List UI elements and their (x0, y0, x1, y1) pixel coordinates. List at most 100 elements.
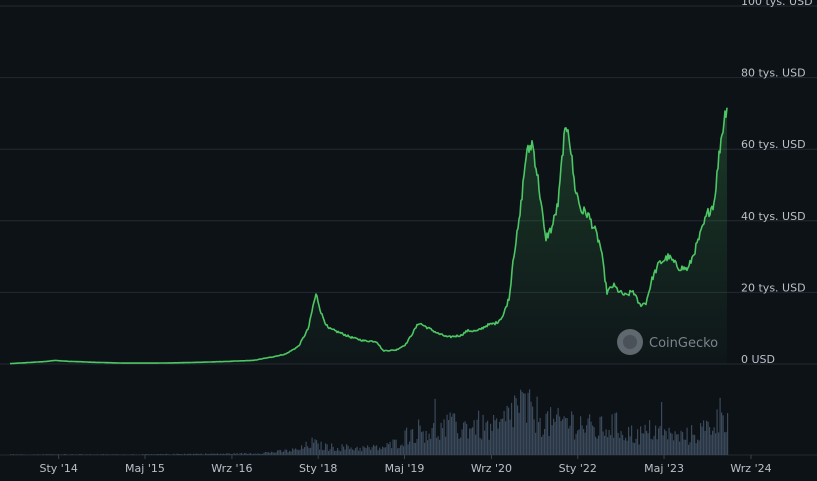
volume-bar (676, 434, 678, 455)
volume-bar (530, 401, 532, 455)
volume-bar (74, 454, 76, 455)
volume-bar (353, 450, 355, 455)
volume-bar (625, 437, 627, 455)
volume-bar (619, 437, 621, 455)
volume-bar (520, 389, 522, 455)
volume-bar (403, 446, 405, 455)
volume-bar (176, 453, 178, 455)
volume-bar (266, 452, 268, 455)
volume-bar (289, 450, 291, 455)
coingecko-logo-inner (623, 335, 637, 349)
watermark: CoinGecko (617, 329, 718, 355)
volume-bar (409, 441, 411, 455)
volume-bar (89, 454, 91, 455)
volume-bar (695, 443, 697, 455)
volume-bar (334, 450, 336, 455)
volume-bar (418, 419, 420, 455)
volume-bar (574, 439, 576, 455)
volume-bar (533, 419, 535, 455)
volume-bar (196, 453, 198, 455)
volume-bar (335, 450, 337, 455)
volume-bar (244, 452, 246, 455)
volume-bar (457, 433, 459, 455)
volume-bar (487, 420, 489, 455)
volume-bar (329, 449, 331, 455)
volume-bar (47, 454, 49, 455)
volume-bar (317, 443, 319, 455)
volume-bar (308, 448, 310, 455)
volume-bar (214, 453, 216, 455)
volume-bar (305, 441, 307, 455)
volume-bar (124, 454, 126, 455)
volume-bar (722, 415, 724, 455)
watermark-text: CoinGecko (649, 336, 718, 351)
volume-bar (560, 421, 562, 455)
volume-bar (400, 445, 402, 455)
volume-bar (43, 454, 45, 455)
volume-bar (587, 418, 589, 455)
volume-bar (167, 454, 169, 455)
volume-bar (562, 419, 564, 455)
volume-bar (605, 429, 607, 455)
volume-bar (455, 421, 457, 455)
volume-bar (452, 413, 454, 455)
volume-bar (413, 442, 415, 455)
volume-bar (16, 454, 18, 455)
volume-bar (614, 413, 616, 455)
volume-bar (686, 427, 688, 455)
volume-bar (263, 452, 265, 455)
volume-bar (23, 454, 25, 455)
volume-bar (205, 453, 207, 455)
volume-bar (388, 444, 390, 455)
volume-bar (643, 433, 645, 455)
volume-bar (250, 453, 252, 455)
volume-bar (112, 454, 114, 455)
volume-bar (503, 410, 505, 455)
volume-bar (535, 432, 537, 455)
volume-bar (565, 418, 567, 455)
volume-bar (382, 446, 384, 455)
volume-bar (287, 452, 289, 455)
volume-bar (166, 453, 168, 455)
x-tick-label: Sty '18 (299, 462, 337, 475)
volume-bar (251, 454, 253, 455)
volume-bar (257, 453, 259, 455)
volume-bar (217, 453, 219, 455)
volume-bar (524, 393, 526, 455)
volume-bar (389, 441, 391, 455)
volume-bar (415, 443, 417, 455)
volume-bar (592, 425, 594, 455)
volume-bar (169, 454, 171, 455)
volume-bar (662, 435, 664, 455)
volume-bar (425, 431, 427, 455)
volume-bar (563, 416, 565, 455)
volume-bar (472, 427, 474, 455)
volume-bar (638, 444, 640, 455)
volume-bar (445, 436, 447, 455)
volume-bar (344, 449, 346, 455)
volume-bar (145, 454, 147, 455)
volume-bar (340, 451, 342, 455)
volume-bar (482, 414, 484, 455)
volume-bar (491, 430, 493, 455)
volume-bar (700, 423, 702, 455)
volume-bar (473, 420, 475, 455)
volume-bar (532, 406, 534, 455)
x-tick-label: Maj '23 (644, 462, 684, 475)
volume-bar (367, 445, 369, 455)
volume-bar (10, 454, 12, 455)
volume-bar (248, 453, 250, 455)
volume-bar (277, 450, 279, 455)
volume-bar (536, 396, 538, 455)
volume-bar (64, 454, 66, 455)
y-tick-label: 40 tys. USD (741, 210, 806, 223)
volume-bar (613, 437, 615, 455)
volume-bar (634, 443, 636, 455)
volume-bar (229, 453, 231, 455)
volume-bar (547, 411, 549, 455)
volume-bar (470, 428, 472, 455)
volume-bar (652, 439, 654, 455)
volume-bar (292, 448, 294, 455)
volume-bar (604, 435, 606, 455)
